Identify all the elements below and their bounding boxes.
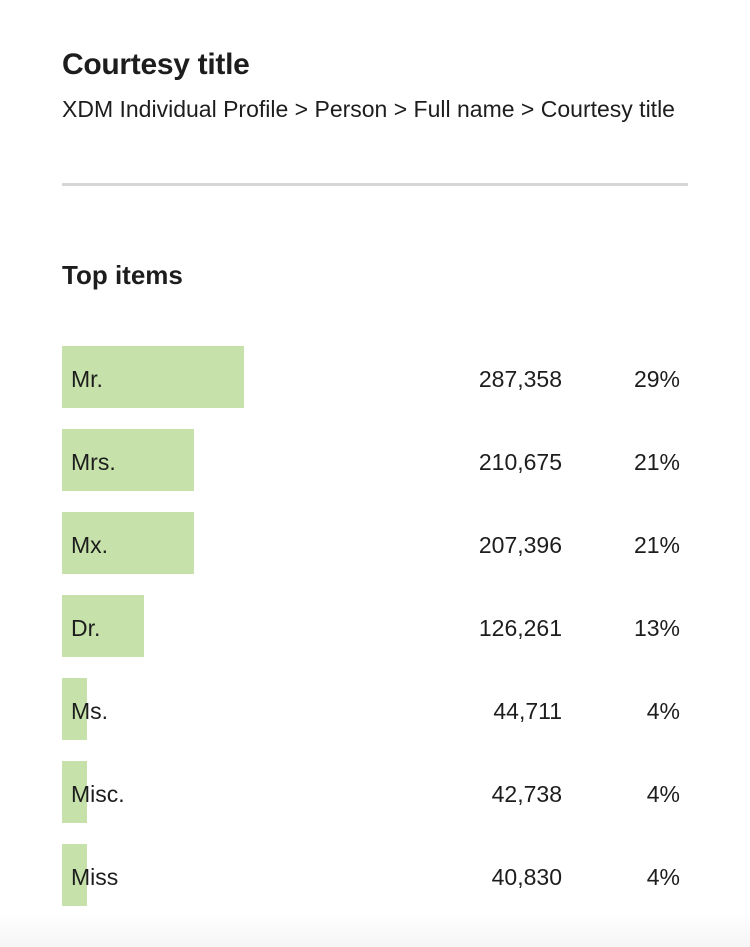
list-item: Mx. 207,396 21% <box>62 512 688 574</box>
item-count: 42,738 <box>491 781 562 807</box>
percentage-bar <box>62 761 88 823</box>
list-item: Mrs. 210,675 21% <box>62 429 688 491</box>
list-item: Mr. 287,358 29% <box>62 346 688 408</box>
item-label: Ms. <box>71 698 109 724</box>
item-percent: 21% <box>633 532 680 558</box>
item-label: Dr. <box>71 615 101 641</box>
item-percent: 29% <box>633 366 680 392</box>
item-label: Miss <box>71 864 119 890</box>
footer-area <box>0 915 750 947</box>
item-label: Mx. <box>71 532 109 558</box>
percentage-bar <box>62 429 194 491</box>
item-count: 287,358 <box>478 366 562 392</box>
item-percent: 4% <box>646 864 680 890</box>
list-item: Dr. 126,261 13% <box>62 595 688 657</box>
item-label: Misc. <box>71 781 125 807</box>
percentage-bar <box>62 595 144 657</box>
item-percent: 21% <box>633 449 680 475</box>
list-item: Miss 40,830 4% <box>62 844 688 906</box>
page-title: Courtesy title <box>62 48 250 81</box>
item-label: Mrs. <box>71 449 116 475</box>
list-item: Misc. 42,738 4% <box>62 761 688 823</box>
percentage-bar <box>62 844 88 906</box>
list-item: Ms. 44,711 4% <box>62 678 688 740</box>
item-count: 44,711 <box>493 698 562 724</box>
item-percent: 4% <box>646 698 680 724</box>
attribute-detail-panel: Courtesy title XDM Individual Profile > … <box>62 0 688 915</box>
percentage-bar <box>62 678 88 740</box>
item-percent: 4% <box>646 781 680 807</box>
breadcrumb: XDM Individual Profile > Person > Full n… <box>62 96 675 122</box>
section-title: Top items <box>62 260 183 290</box>
percentage-bar <box>62 512 194 574</box>
percentage-bar <box>62 346 245 408</box>
top-items-list: Mr. 287,358 29% Mrs. 210,675 21% Mx. 207,396 21%… <box>62 346 688 915</box>
item-label: Mr. <box>71 366 103 392</box>
item-count: 210,675 <box>478 449 562 475</box>
item-count: 40,830 <box>491 864 562 890</box>
item-count: 126,261 <box>478 615 562 641</box>
item-count: 207,396 <box>478 532 562 558</box>
item-percent: 13% <box>633 615 680 641</box>
divider <box>62 183 688 186</box>
